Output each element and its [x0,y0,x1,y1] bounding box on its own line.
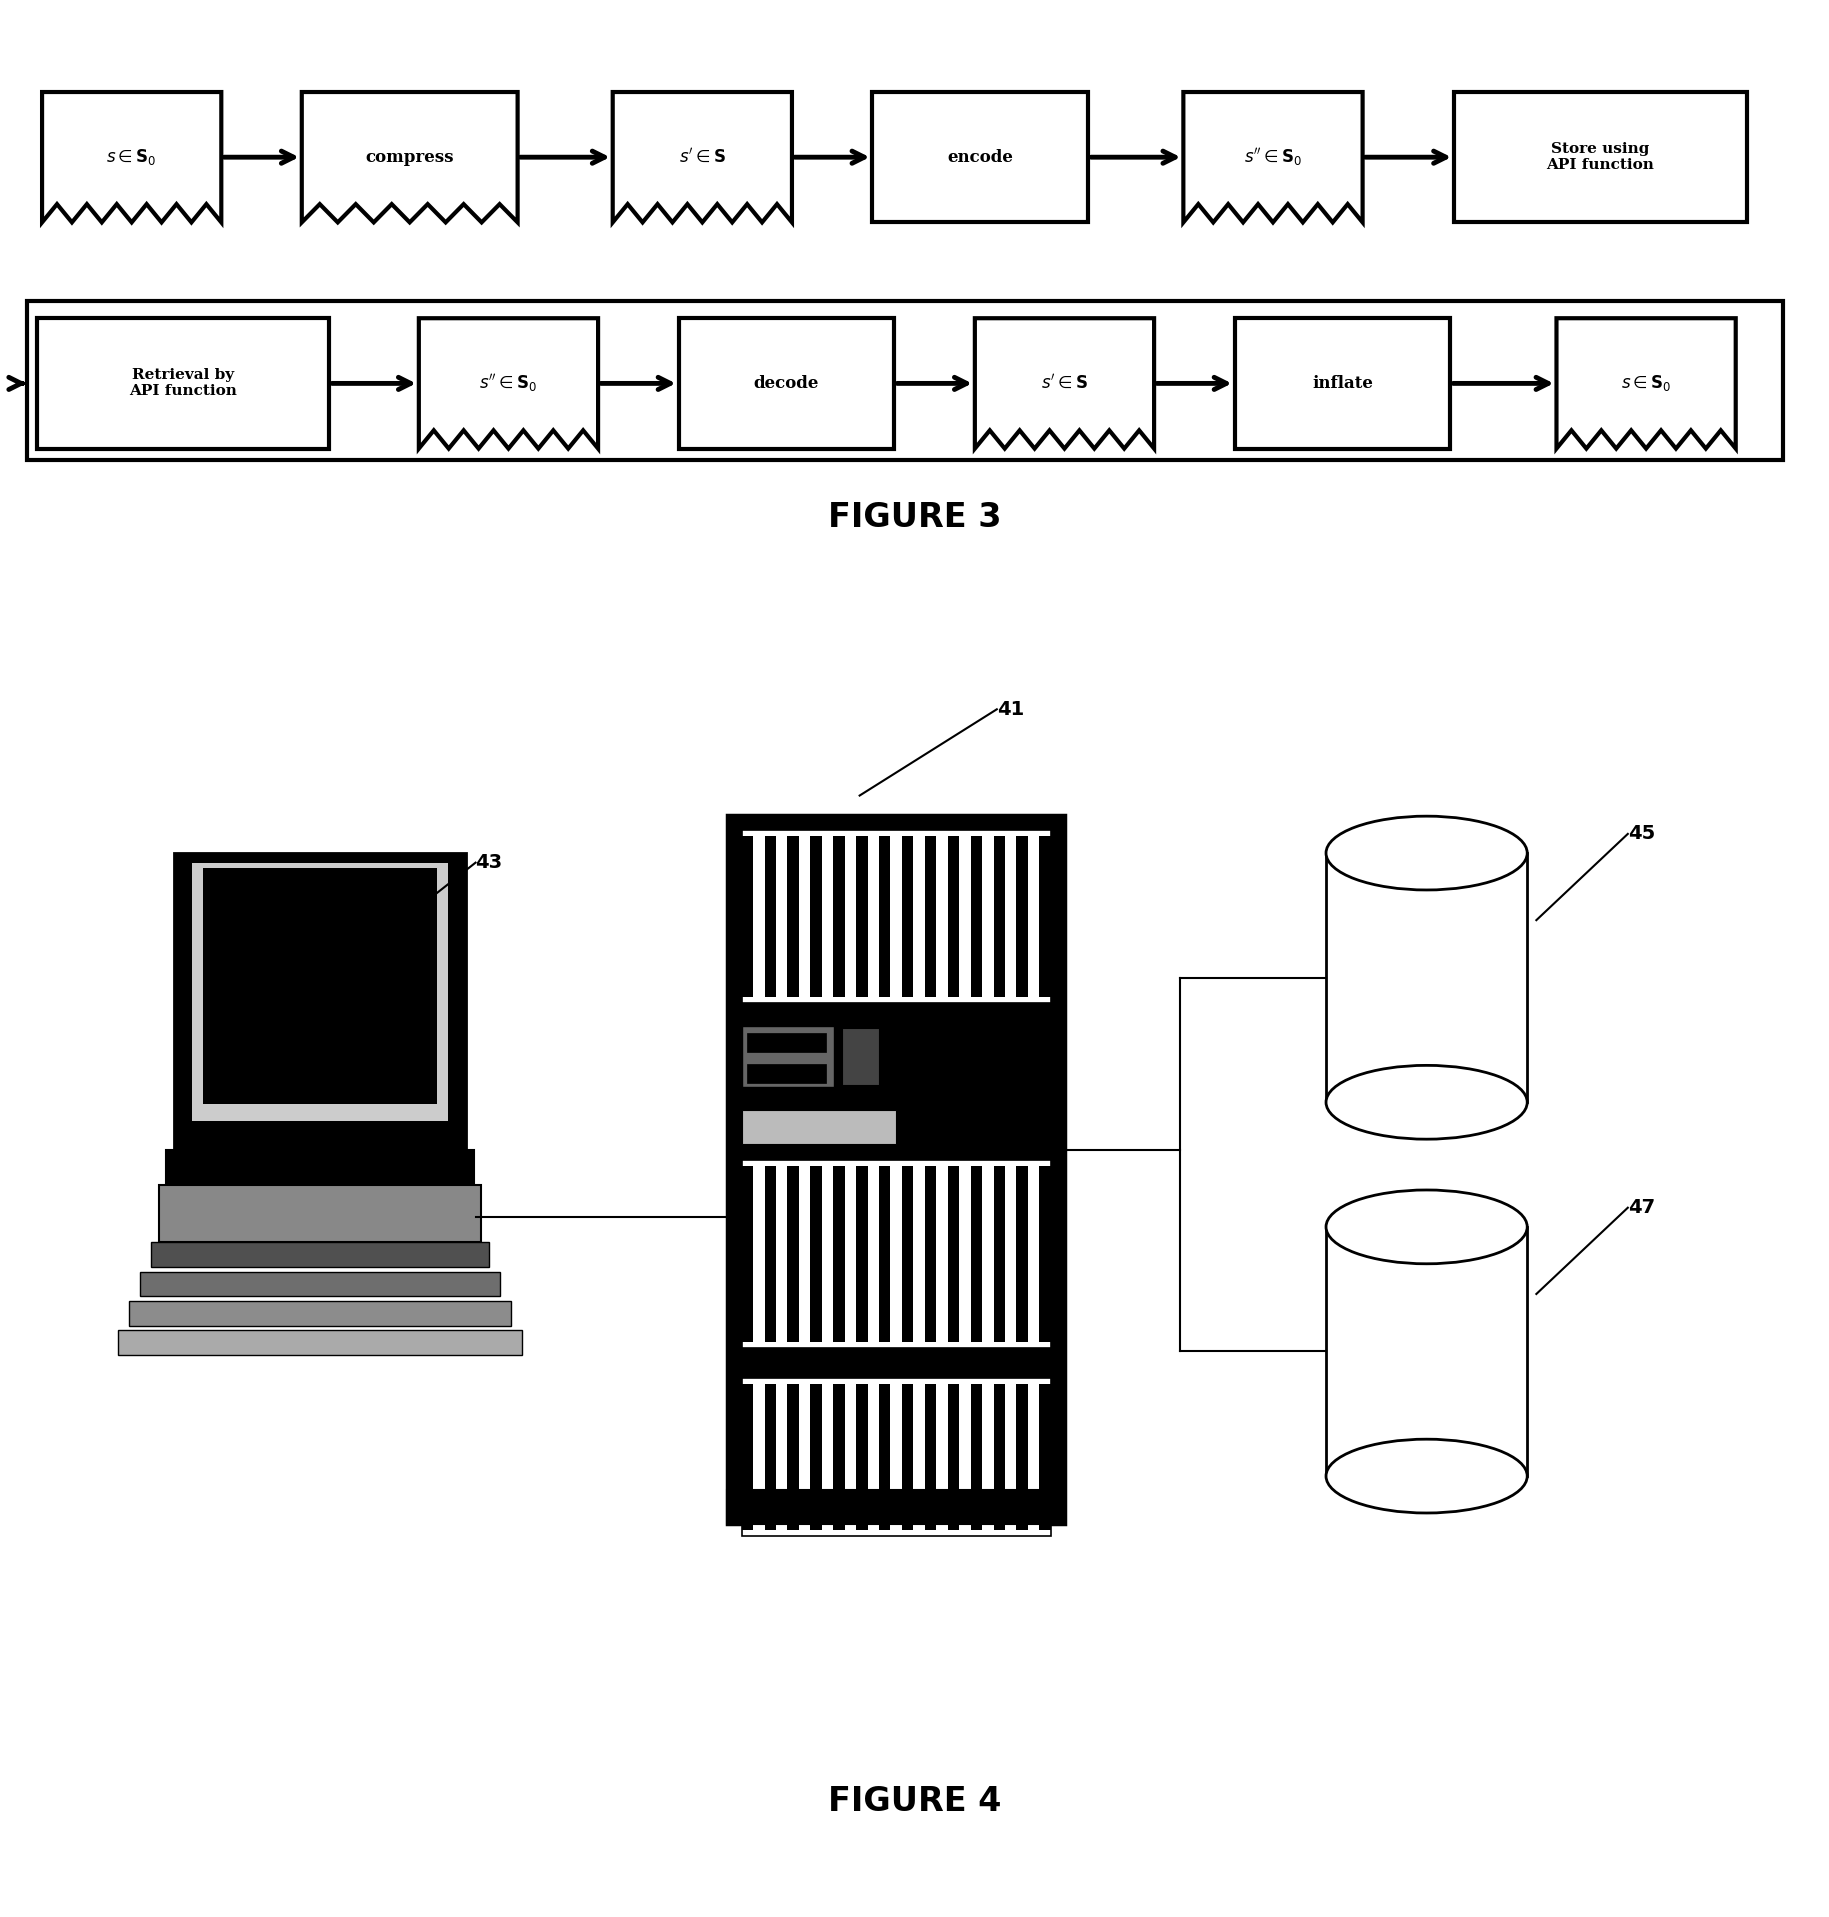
FancyBboxPatch shape [743,1378,1050,1536]
Text: 47: 47 [1628,1198,1655,1217]
Polygon shape [613,92,792,222]
FancyBboxPatch shape [925,836,936,997]
FancyBboxPatch shape [1039,836,1050,997]
Ellipse shape [1326,1440,1527,1513]
Polygon shape [975,318,1154,449]
FancyBboxPatch shape [925,1166,936,1342]
FancyBboxPatch shape [743,830,1050,1003]
FancyBboxPatch shape [746,1033,827,1052]
FancyBboxPatch shape [856,1166,867,1342]
Text: decode: decode [754,376,819,391]
FancyBboxPatch shape [834,836,845,997]
FancyBboxPatch shape [880,1384,891,1530]
FancyBboxPatch shape [902,836,913,997]
FancyBboxPatch shape [902,1384,913,1530]
FancyBboxPatch shape [743,1166,754,1342]
FancyBboxPatch shape [746,1064,827,1083]
Text: $s \in \mathbf{S}_0$: $s \in \mathbf{S}_0$ [106,148,157,167]
FancyBboxPatch shape [743,836,754,997]
FancyBboxPatch shape [743,1384,754,1530]
Text: $s' \in \mathbf{S}$: $s' \in \mathbf{S}$ [679,148,726,167]
FancyBboxPatch shape [203,868,437,1104]
FancyBboxPatch shape [1017,1384,1028,1530]
Text: FIGURE 4: FIGURE 4 [829,1785,1000,1819]
Text: 45: 45 [1628,824,1655,843]
FancyBboxPatch shape [192,863,448,1121]
Text: $s' \in \mathbf{S}$: $s' \in \mathbf{S}$ [1041,374,1088,393]
FancyBboxPatch shape [993,836,1004,997]
Text: FIGURE 3: FIGURE 3 [829,500,1000,535]
FancyBboxPatch shape [1017,836,1028,997]
Polygon shape [1556,318,1736,449]
FancyBboxPatch shape [1235,318,1450,449]
FancyBboxPatch shape [856,836,867,997]
FancyBboxPatch shape [174,853,466,1150]
Text: $s \in \mathbf{S}_0$: $s \in \mathbf{S}_0$ [1620,374,1672,393]
FancyBboxPatch shape [788,1384,799,1530]
FancyBboxPatch shape [1454,92,1747,222]
FancyBboxPatch shape [1326,853,1527,1102]
FancyBboxPatch shape [788,1166,799,1342]
FancyBboxPatch shape [834,1384,845,1530]
FancyBboxPatch shape [1326,1227,1527,1476]
FancyBboxPatch shape [947,836,958,997]
FancyBboxPatch shape [925,1384,936,1530]
FancyBboxPatch shape [810,1384,821,1530]
FancyBboxPatch shape [141,1271,499,1296]
FancyBboxPatch shape [679,318,894,449]
FancyBboxPatch shape [880,1166,891,1342]
FancyBboxPatch shape [993,1166,1004,1342]
FancyBboxPatch shape [130,1302,510,1327]
Ellipse shape [1326,817,1527,889]
Text: 41: 41 [997,700,1024,719]
FancyBboxPatch shape [1039,1166,1050,1342]
FancyBboxPatch shape [166,1150,474,1185]
Text: $s'' \in \mathbf{S}_0$: $s'' \in \mathbf{S}_0$ [479,372,538,395]
Text: encode: encode [947,150,1013,165]
FancyBboxPatch shape [880,836,891,997]
FancyBboxPatch shape [971,836,982,997]
FancyBboxPatch shape [743,1026,834,1087]
FancyBboxPatch shape [834,1166,845,1342]
FancyBboxPatch shape [947,1384,958,1530]
FancyBboxPatch shape [743,1110,896,1144]
Polygon shape [42,92,221,222]
FancyBboxPatch shape [993,1384,1004,1530]
Text: inflate: inflate [1311,376,1374,391]
FancyBboxPatch shape [971,1166,982,1342]
FancyBboxPatch shape [971,1384,982,1530]
Text: $s'' \in \mathbf{S}_0$: $s'' \in \mathbf{S}_0$ [1244,146,1302,169]
Text: 43: 43 [476,853,503,872]
FancyBboxPatch shape [726,815,1064,1524]
FancyBboxPatch shape [1039,1384,1050,1530]
FancyBboxPatch shape [119,1330,521,1355]
Ellipse shape [1326,1190,1527,1263]
Text: compress: compress [366,150,454,165]
FancyBboxPatch shape [159,1185,481,1242]
FancyBboxPatch shape [841,1028,878,1085]
FancyBboxPatch shape [1017,1166,1028,1342]
Text: Store using
API function: Store using API function [1547,142,1653,173]
Text: Retrieval by
API function: Retrieval by API function [130,368,236,399]
FancyBboxPatch shape [810,1166,821,1342]
FancyBboxPatch shape [743,1160,1050,1348]
FancyBboxPatch shape [27,301,1783,460]
FancyBboxPatch shape [872,92,1088,222]
FancyBboxPatch shape [765,1166,775,1342]
FancyBboxPatch shape [810,836,821,997]
FancyBboxPatch shape [726,1490,1064,1524]
FancyBboxPatch shape [947,1166,958,1342]
Polygon shape [419,318,598,449]
FancyBboxPatch shape [856,1384,867,1530]
FancyBboxPatch shape [902,1166,913,1342]
Polygon shape [1183,92,1363,222]
FancyBboxPatch shape [788,836,799,997]
FancyBboxPatch shape [765,836,775,997]
Ellipse shape [1326,1066,1527,1139]
FancyBboxPatch shape [765,1384,775,1530]
Polygon shape [302,92,518,222]
FancyBboxPatch shape [152,1242,488,1267]
FancyBboxPatch shape [37,318,329,449]
